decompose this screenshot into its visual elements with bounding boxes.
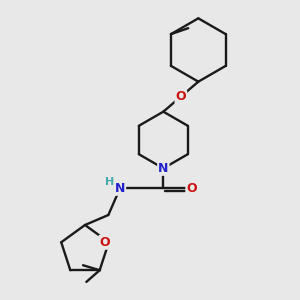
Text: N: N — [115, 182, 125, 195]
Text: O: O — [100, 236, 110, 249]
Text: O: O — [176, 90, 186, 103]
Text: H: H — [105, 177, 114, 187]
Text: O: O — [186, 182, 197, 195]
Text: N: N — [158, 162, 169, 175]
